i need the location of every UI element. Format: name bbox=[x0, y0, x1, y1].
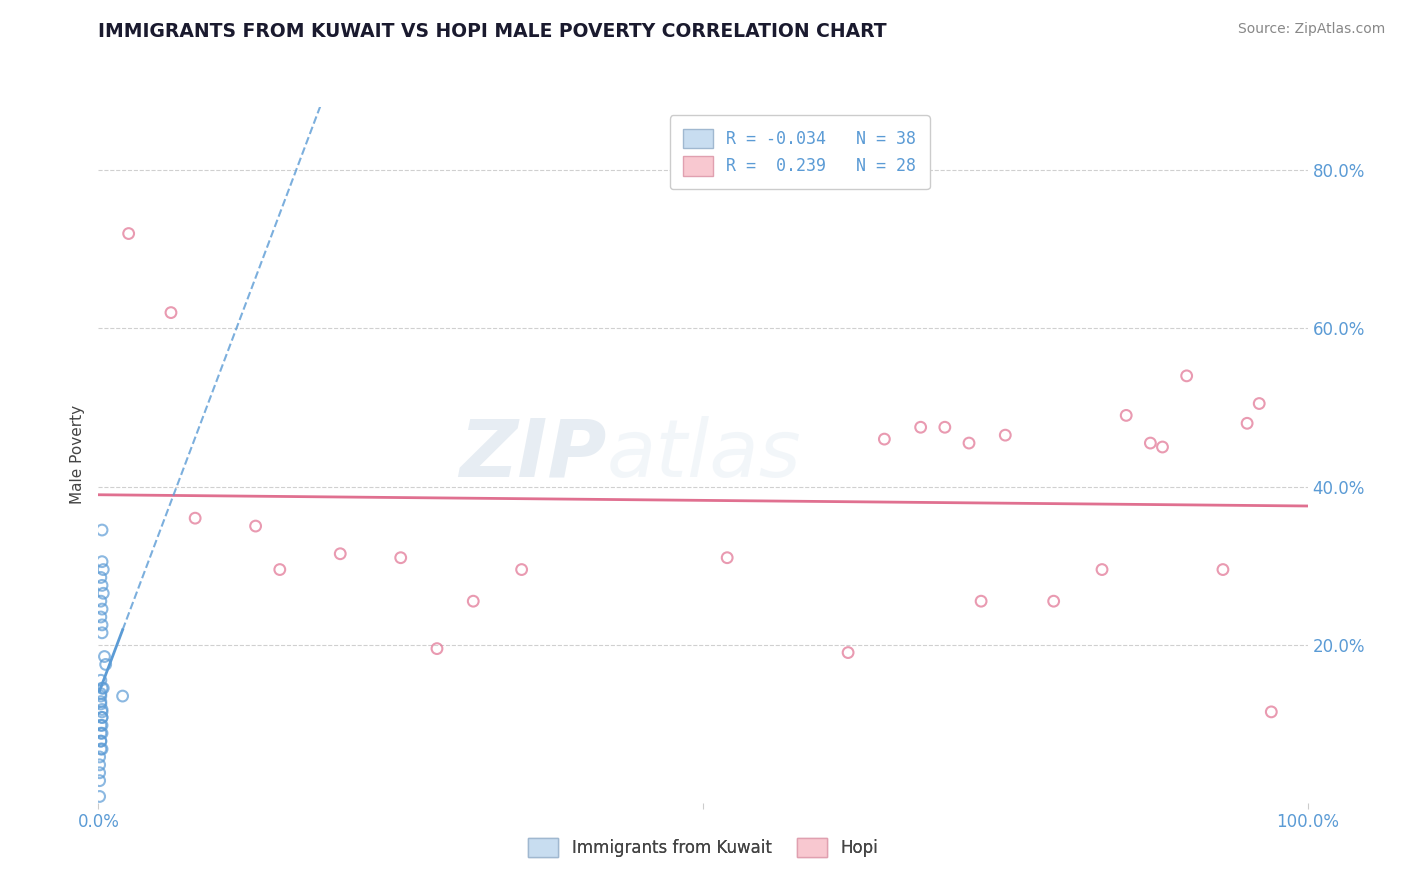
Point bbox=[1115, 409, 1137, 423]
Point bbox=[90, 689, 112, 703]
Point bbox=[91, 586, 114, 600]
Point bbox=[329, 547, 352, 561]
Point bbox=[91, 742, 114, 756]
Point bbox=[89, 765, 111, 780]
Point bbox=[245, 519, 267, 533]
Point bbox=[91, 705, 114, 719]
Point bbox=[426, 641, 449, 656]
Point bbox=[91, 523, 114, 537]
Point bbox=[91, 726, 114, 740]
Point bbox=[184, 511, 207, 525]
Point bbox=[90, 687, 112, 701]
Point bbox=[89, 773, 111, 788]
Point bbox=[994, 428, 1017, 442]
Point bbox=[94, 657, 117, 672]
Point bbox=[1042, 594, 1064, 608]
Point bbox=[91, 618, 114, 632]
Point bbox=[90, 697, 112, 711]
Point bbox=[970, 594, 993, 608]
Point bbox=[1139, 436, 1161, 450]
Point bbox=[91, 578, 114, 592]
Point bbox=[91, 710, 114, 724]
Point bbox=[90, 673, 112, 688]
Point bbox=[90, 610, 112, 624]
Point bbox=[89, 750, 111, 764]
Text: IMMIGRANTS FROM KUWAIT VS HOPI MALE POVERTY CORRELATION CHART: IMMIGRANTS FROM KUWAIT VS HOPI MALE POVE… bbox=[98, 22, 887, 41]
Point bbox=[93, 649, 115, 664]
Point bbox=[90, 594, 112, 608]
Point bbox=[89, 757, 111, 772]
Point bbox=[463, 594, 485, 608]
Point bbox=[90, 570, 112, 584]
Point bbox=[90, 742, 112, 756]
Point bbox=[910, 420, 932, 434]
Point bbox=[91, 681, 114, 695]
Point bbox=[90, 695, 112, 709]
Point bbox=[934, 420, 956, 434]
Point bbox=[111, 689, 134, 703]
Y-axis label: Male Poverty: Male Poverty bbox=[70, 405, 86, 505]
Point bbox=[873, 432, 896, 446]
Point bbox=[90, 734, 112, 748]
Text: Source: ZipAtlas.com: Source: ZipAtlas.com bbox=[1237, 22, 1385, 37]
Legend: Immigrants from Kuwait, Hopi: Immigrants from Kuwait, Hopi bbox=[522, 831, 884, 864]
Text: atlas: atlas bbox=[606, 416, 801, 494]
Point bbox=[91, 602, 114, 616]
Point bbox=[91, 710, 114, 724]
Point bbox=[1236, 417, 1258, 431]
Point bbox=[269, 563, 291, 577]
Point bbox=[957, 436, 980, 450]
Text: ZIP: ZIP bbox=[458, 416, 606, 494]
Point bbox=[91, 625, 114, 640]
Point bbox=[1249, 396, 1271, 410]
Point bbox=[91, 681, 114, 695]
Point bbox=[716, 550, 738, 565]
Point bbox=[1091, 563, 1114, 577]
Point bbox=[91, 555, 114, 569]
Point bbox=[90, 718, 112, 732]
Point bbox=[118, 227, 141, 241]
Point bbox=[389, 550, 412, 565]
Point bbox=[837, 646, 859, 660]
Point bbox=[1175, 368, 1198, 383]
Point bbox=[90, 726, 112, 740]
Point bbox=[89, 789, 111, 804]
Point bbox=[1212, 563, 1234, 577]
Point bbox=[91, 702, 114, 716]
Point bbox=[510, 563, 533, 577]
Point bbox=[91, 563, 114, 577]
Point bbox=[1152, 440, 1174, 454]
Point bbox=[90, 734, 112, 748]
Point bbox=[91, 718, 114, 732]
Point bbox=[1260, 705, 1282, 719]
Point bbox=[160, 305, 183, 319]
